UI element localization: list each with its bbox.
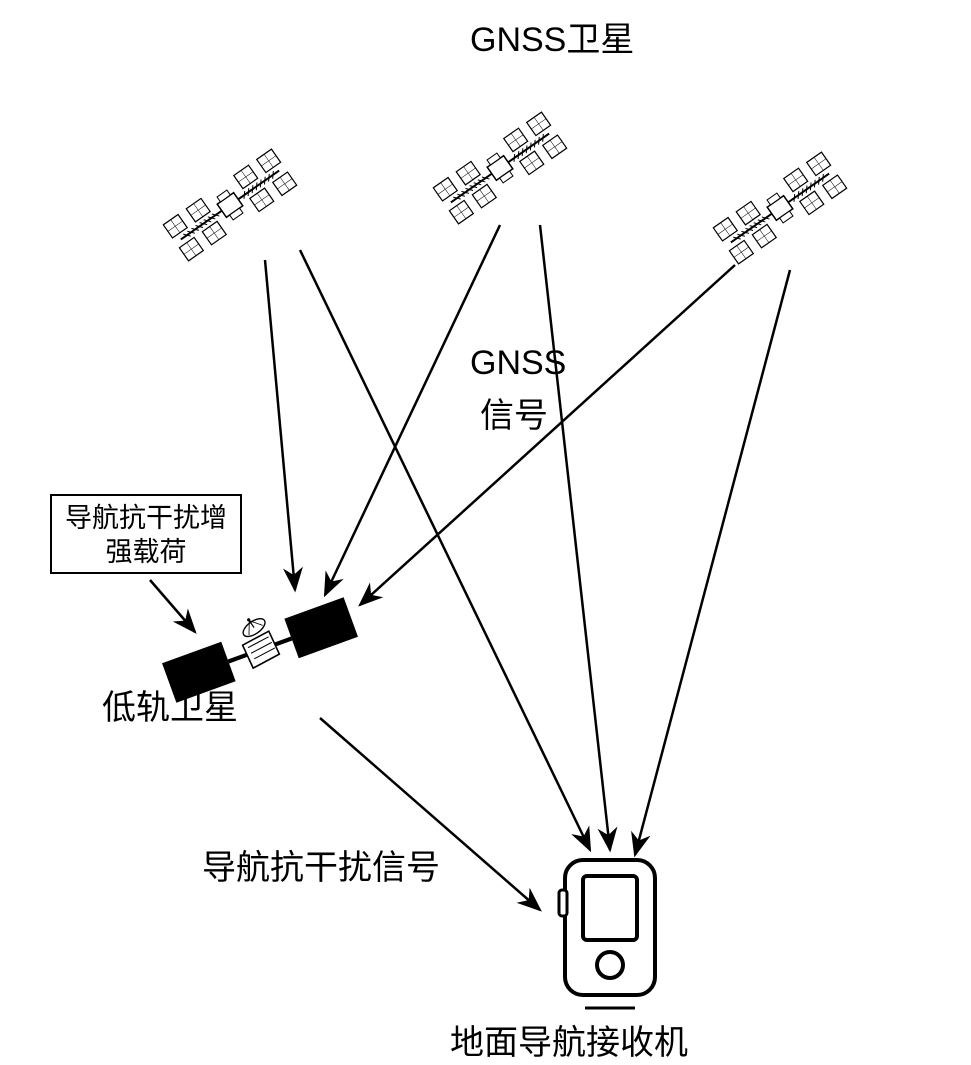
gnss-satellite-label: GNSS卫星 bbox=[470, 12, 634, 61]
gnss-signal-label-l1: GNSS bbox=[470, 344, 566, 383]
payload-label-line2: 强载荷 bbox=[60, 536, 232, 570]
arrow-s2-to-ground bbox=[540, 225, 610, 850]
ground-receiver-label: 地面导航接收机 bbox=[450, 1015, 688, 1064]
arrow-s2-to-leo bbox=[325, 225, 500, 595]
arrow-s3-to-ground bbox=[635, 270, 790, 855]
leo-satellite-label: 低轨卫星 bbox=[102, 680, 238, 729]
gnss-satellite-icon-2 bbox=[433, 112, 566, 224]
arrow-payload-to-leo bbox=[150, 580, 195, 632]
arrow-s1-to-leo bbox=[265, 260, 295, 590]
anti-jam-signal-label: 导航抗干扰信号 bbox=[202, 840, 440, 889]
arrows-group bbox=[150, 225, 790, 910]
gnss-satellite-icon-1 bbox=[163, 149, 296, 261]
gnss-signal-label-l2: 信号 bbox=[480, 388, 548, 437]
payload-box: 导航抗干扰增 强载荷 bbox=[50, 494, 242, 574]
ground-receiver-icon bbox=[559, 860, 655, 1008]
payload-label-line1: 导航抗干扰增 bbox=[60, 502, 232, 536]
gnss-satellite-icon-3 bbox=[713, 152, 846, 264]
